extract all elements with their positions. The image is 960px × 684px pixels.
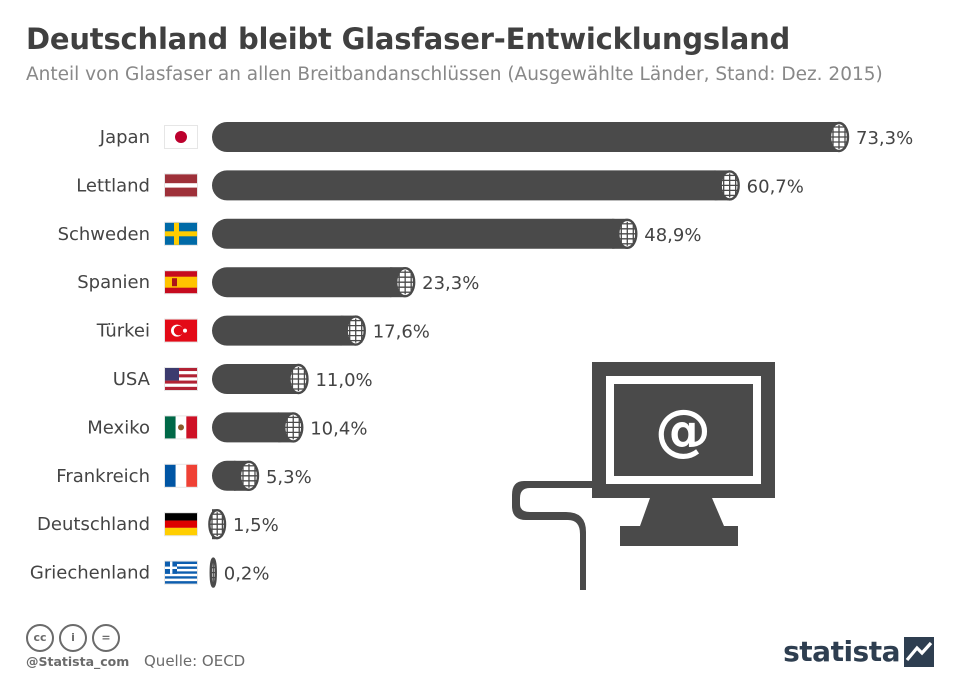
value-label: 5,3% <box>266 467 312 488</box>
statista-logo: statista <box>783 635 934 668</box>
cable-end-icon <box>283 412 304 443</box>
source-note: Quelle: OECD <box>144 652 246 670</box>
bar-row: Griechenland 0,2% <box>30 557 270 588</box>
bar <box>212 267 406 298</box>
category-label: USA <box>113 369 151 390</box>
bar-row: USA 11,0% <box>113 363 373 395</box>
value-label: 10,4% <box>310 418 367 439</box>
bar-row: Schweden 48,9% <box>58 218 701 250</box>
monitor-screen <box>614 384 753 476</box>
no-derivatives-icon: = <box>92 624 120 652</box>
bar <box>212 364 299 394</box>
value-label: 23,3% <box>422 273 479 294</box>
cable-end-icon <box>617 218 638 250</box>
statista-mark-icon <box>904 636 934 667</box>
cable-end-icon <box>208 509 227 540</box>
bar-row: Mexiko 10,4% <box>87 412 367 443</box>
cable-end-icon <box>238 460 260 491</box>
computer-monitor-at-sign-icon: @ <box>512 362 775 590</box>
cc-icon: cc <box>26 624 54 652</box>
attribution-icon: i <box>59 624 87 652</box>
latvia-flag-icon <box>164 173 198 198</box>
monitor-stand <box>640 498 724 526</box>
cable-end-icon <box>828 121 850 153</box>
cable-end-icon <box>345 315 366 346</box>
monitor-cable <box>512 481 592 590</box>
germany-flag-icon <box>164 512 198 537</box>
cable-end-icon <box>209 557 217 588</box>
mexico-flag-icon <box>164 415 198 440</box>
bar <box>212 315 356 346</box>
monitor-base <box>620 526 738 546</box>
category-label: Frankreich <box>56 466 150 487</box>
japan-flag-icon <box>164 125 198 149</box>
bar-row: Türkei 17,6% <box>96 315 430 346</box>
value-label: 17,6% <box>373 322 430 343</box>
greece-flag-icon <box>164 560 198 585</box>
bar <box>212 412 294 443</box>
spain-flag-icon <box>164 270 198 295</box>
value-label: 48,9% <box>644 225 701 246</box>
value-label: 0,2% <box>224 564 270 585</box>
at-sign-icon: @ <box>655 398 711 463</box>
category-label: Schweden <box>58 224 150 245</box>
license-icons: cc i = <box>26 624 125 652</box>
bar <box>212 218 628 249</box>
value-label: 73,3% <box>856 128 913 149</box>
category-label: Türkei <box>96 321 150 342</box>
cable-end-icon <box>288 363 309 395</box>
bar <box>212 170 730 201</box>
category-label: Lettland <box>76 175 150 196</box>
bar <box>212 122 839 152</box>
category-label: Mexiko <box>87 417 150 438</box>
sweden-flag-icon <box>164 221 198 246</box>
bar-row: Deutschland 1,5% <box>37 509 279 540</box>
category-label: Japan <box>99 127 150 148</box>
chart-title: Deutschland bleibt Glasfaser-Entwicklung… <box>26 22 791 56</box>
category-label: Griechenland <box>30 563 150 584</box>
turkey-flag-icon <box>164 318 198 343</box>
usa-flag-icon <box>164 367 198 391</box>
value-label: 60,7% <box>747 176 804 197</box>
bar-row: Frankreich 5,3% <box>56 460 312 491</box>
brand-name: statista <box>783 635 900 668</box>
bar-chart: Japan 73,3% Lettland 60,7% Schweden 48,9% Span… <box>30 121 913 590</box>
bar-row: Japan 73,3% <box>99 121 913 153</box>
value-label: 11,0% <box>315 370 372 391</box>
chart-subtitle: Anteil von Glasfaser an allen Breitbanda… <box>26 64 883 85</box>
value-label: 1,5% <box>233 515 279 536</box>
cable-end-icon <box>719 170 740 201</box>
category-label: Spanien <box>77 272 150 293</box>
statista-handle: @Statista_com <box>26 654 130 669</box>
category-label: Deutschland <box>37 514 150 535</box>
france-flag-icon <box>164 463 198 488</box>
bar-row: Spanien 23,3% <box>77 267 479 298</box>
cable-end-icon <box>394 267 416 298</box>
bar-row: Lettland 60,7% <box>76 170 804 201</box>
